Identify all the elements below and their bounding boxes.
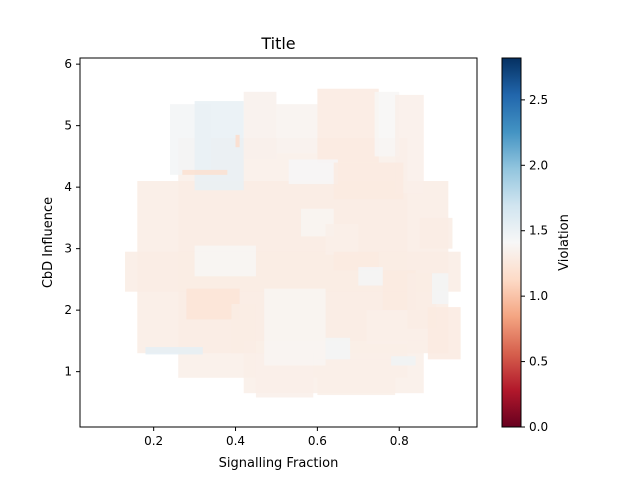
heatmap-cell bbox=[145, 347, 203, 355]
y-tick-label: 1 bbox=[64, 365, 72, 379]
colorbar-tick-label: 0.5 bbox=[529, 355, 548, 369]
x-axis-label: Signalling Fraction bbox=[219, 456, 339, 471]
heatmap-cell bbox=[366, 310, 408, 344]
heatmap-cell bbox=[431, 273, 449, 304]
y-tick-label: 5 bbox=[64, 119, 72, 133]
heatmap-cell bbox=[317, 359, 396, 396]
plot-frame bbox=[79, 57, 478, 428]
heatmap-cell bbox=[235, 134, 240, 148]
colorbar-label: Violation bbox=[557, 214, 572, 271]
x-axis-ticks: 0.2 0.4 0.6 0.8 bbox=[144, 427, 409, 448]
heatmap-cell bbox=[391, 356, 416, 366]
heatmap-cell bbox=[325, 337, 351, 360]
x-tick-label: 0.6 bbox=[308, 434, 327, 448]
y-axis-label: CbD Influence bbox=[41, 197, 56, 288]
heatmap-rectangles bbox=[125, 88, 461, 398]
colorbar-tick-label: 1.5 bbox=[529, 224, 548, 238]
heatmap-cell bbox=[333, 162, 404, 200]
colorbar-tick-label: 2.0 bbox=[529, 158, 548, 172]
heatmap-cell bbox=[419, 217, 453, 249]
colorbar-tick-label: 1.0 bbox=[529, 289, 548, 303]
y-tick-label: 4 bbox=[64, 180, 72, 194]
heatmap-cell bbox=[231, 304, 256, 354]
x-tick-label: 0.4 bbox=[226, 434, 245, 448]
heatmap-cell bbox=[333, 251, 379, 271]
y-tick-label: 3 bbox=[64, 242, 72, 256]
colorbar-tick-label: 2.5 bbox=[529, 93, 548, 107]
heatmap-cell bbox=[276, 104, 318, 154]
heatmap-cell bbox=[317, 88, 379, 163]
heatmap-cell bbox=[325, 224, 359, 255]
colorbar-tick-label: 0.0 bbox=[529, 420, 548, 434]
y-axis-ticks: 1 2 3 4 5 6 bbox=[64, 57, 80, 379]
chart-title: Title bbox=[260, 34, 295, 53]
heatmap-cell bbox=[243, 91, 277, 160]
heatmap-cell bbox=[186, 288, 240, 320]
heatmap-cell bbox=[288, 159, 338, 185]
colorbar-ticks: 0.0 0.5 1.0 1.5 2.0 2.5 bbox=[521, 93, 548, 434]
y-tick-label: 2 bbox=[64, 303, 72, 317]
colorbar bbox=[501, 57, 522, 428]
heatmap-cell bbox=[194, 245, 256, 277]
x-tick-label: 0.8 bbox=[390, 434, 409, 448]
y-tick-label: 6 bbox=[64, 57, 72, 71]
heatmap-cell bbox=[358, 267, 383, 286]
x-tick-label: 0.2 bbox=[144, 434, 163, 448]
heatmap-cell bbox=[182, 169, 228, 175]
heatmap-cell bbox=[427, 307, 461, 360]
heatmap-cell bbox=[264, 288, 326, 366]
